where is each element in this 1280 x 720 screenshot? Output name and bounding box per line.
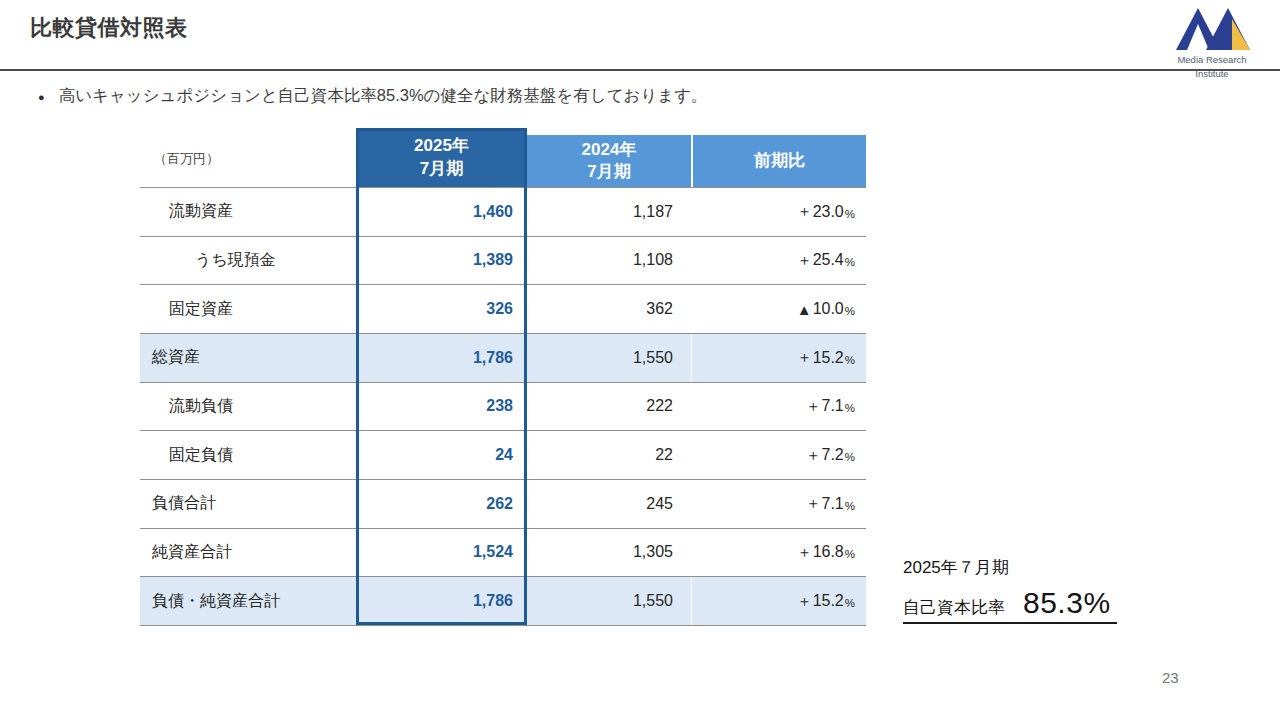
equity-ratio-annotation: 2025年７月期 自己資本比率 85.3% [903, 556, 1117, 624]
yoy-number: 15.2 [813, 349, 844, 367]
value-fy2025: 24 [356, 431, 527, 479]
row-label: 流動資産 [140, 188, 356, 236]
column-header-fy2024-line2: 7月期 [587, 161, 630, 183]
percent-suffix: % [845, 548, 855, 560]
table-row-cash-deposits: うち現預金 1,389 1,108 ＋25.4% [140, 237, 866, 286]
percent-suffix: % [845, 597, 855, 609]
value-fy2024: 1,550 [527, 334, 691, 382]
value-fy2024: 1,108 [527, 237, 691, 285]
value-fy2025: 1,460 [356, 188, 527, 236]
table-row-total-liabilities: 負債合計 262 245 ＋7.1% [140, 480, 866, 529]
yoy-sign: ＋ [806, 446, 821, 465]
yoy-number: 7.1 [822, 397, 844, 415]
percent-suffix: % [845, 402, 855, 414]
value-fy2025: 1,389 [356, 237, 527, 285]
table-row-total-liabilities-net-assets: 負債・純資産合計 1,786 1,550 ＋15.2% [140, 577, 866, 626]
row-label: 負債・純資産合計 [140, 577, 356, 625]
value-fy2025: 238 [356, 383, 527, 431]
percent-suffix: % [845, 451, 855, 463]
row-label: 総資産 [140, 334, 356, 382]
column-header-yoy: 前期比 [691, 135, 866, 187]
table-row-fixed-liabilities: 固定負債 24 22 ＋7.2% [140, 431, 866, 480]
value-fy2025: 326 [356, 285, 527, 333]
value-yoy: ＋25.4% [691, 237, 866, 285]
table-row-current-liabilities: 流動負債 238 222 ＋7.1% [140, 383, 866, 432]
balance-sheet-table: （百万円） 2025年 7月期 2024年 7月期 前期比 流動資産 1,460… [140, 128, 866, 625]
yoy-number: 25.4 [813, 251, 844, 269]
column-header-fy2025-line1: 2025年 [414, 135, 469, 157]
percent-suffix: % [845, 500, 855, 512]
table-body: 流動資産 1,460 1,187 ＋23.0% うち現預金 1,389 1,10… [140, 187, 866, 626]
yoy-sign: ＋ [797, 592, 812, 611]
company-logo: Media Research Institute [1156, 6, 1268, 80]
value-fy2024: 362 [527, 285, 691, 333]
title-divider [0, 69, 1280, 71]
column-header-fy2025: 2025年 7月期 [356, 128, 527, 187]
yoy-number: 7.2 [822, 446, 844, 464]
yoy-sign: ＋ [797, 251, 812, 270]
summary-text: 高いキャッシュポジションと自己資本比率85.3%の健全な財務基盤を有しております… [59, 85, 708, 107]
yoy-sign: ＋ [806, 494, 821, 513]
page-title: 比較貸借対照表 [30, 13, 188, 43]
value-fy2025: 1,786 [356, 577, 527, 625]
row-label: 負債合計 [140, 480, 356, 528]
row-label: うち現預金 [140, 237, 356, 285]
column-header-yoy-label: 前期比 [754, 150, 805, 172]
yoy-number: 23.0 [813, 203, 844, 221]
value-yoy: ▲10.0% [691, 285, 866, 333]
column-header-fy2024-line1: 2024年 [582, 139, 637, 161]
row-label: 純資産合計 [140, 529, 356, 577]
percent-suffix: % [845, 208, 855, 220]
table-header-row: （百万円） 2025年 7月期 2024年 7月期 前期比 [140, 128, 866, 187]
row-label: 固定資産 [140, 285, 356, 333]
value-fy2024: 1,187 [527, 188, 691, 236]
yoy-number: 16.8 [813, 543, 844, 561]
equity-ratio-line: 自己資本比率 85.3% [903, 586, 1117, 624]
yoy-sign: ▲ [797, 301, 812, 318]
equity-ratio-period: 2025年７月期 [903, 556, 1117, 579]
value-fy2024: 1,305 [527, 529, 691, 577]
row-label: 流動負債 [140, 383, 356, 431]
table-row-current-assets: 流動資産 1,460 1,187 ＋23.0% [140, 188, 866, 237]
yoy-number: 15.2 [813, 592, 844, 610]
value-yoy: ＋23.0% [691, 188, 866, 236]
table-row-fixed-assets: 固定資産 326 362 ▲10.0% [140, 285, 866, 334]
value-fy2025: 1,786 [356, 334, 527, 382]
percent-suffix: % [845, 256, 855, 268]
value-fy2024: 245 [527, 480, 691, 528]
percent-suffix: % [845, 354, 855, 366]
value-yoy: ＋15.2% [691, 334, 866, 382]
value-yoy: ＋15.2% [691, 577, 866, 625]
bullet-icon: ● [38, 92, 45, 103]
yoy-sign: ＋ [797, 543, 812, 562]
page-number: 23 [1162, 669, 1179, 686]
value-yoy: ＋7.1% [691, 480, 866, 528]
summary-bullet: ● 高いキャッシュポジションと自己資本比率85.3%の健全な財務基盤を有しており… [38, 85, 708, 107]
value-yoy: ＋7.1% [691, 383, 866, 431]
row-label: 固定負債 [140, 431, 356, 479]
table-row-total-net-assets: 純資産合計 1,524 1,305 ＋16.8% [140, 529, 866, 578]
value-yoy: ＋16.8% [691, 529, 866, 577]
value-fy2025: 262 [356, 480, 527, 528]
value-fy2024: 22 [527, 431, 691, 479]
value-yoy: ＋7.2% [691, 431, 866, 479]
yoy-sign: ＋ [806, 397, 821, 416]
unit-label: （百万円） [154, 150, 219, 168]
equity-ratio-value: 85.3% [1023, 586, 1111, 619]
logo-text-line2: Institute [1156, 68, 1268, 80]
percent-suffix: % [845, 305, 855, 317]
value-fy2024: 222 [527, 383, 691, 431]
yoy-sign: ＋ [797, 348, 812, 367]
value-fy2024: 1,550 [527, 577, 691, 625]
yoy-number: 7.1 [822, 495, 844, 513]
column-header-fy2025-line2: 7月期 [420, 158, 463, 180]
value-fy2025: 1,524 [356, 529, 527, 577]
mountain-m-logo-icon [1174, 6, 1250, 52]
yoy-number: 10.0 [813, 300, 844, 318]
yoy-sign: ＋ [797, 202, 812, 221]
column-header-fy2024: 2024年 7月期 [527, 135, 691, 187]
equity-ratio-label: 自己資本比率 [903, 598, 1005, 617]
table-row-total-assets: 総資産 1,786 1,550 ＋15.2% [140, 334, 866, 383]
logo-text-line1: Media Research [1156, 54, 1268, 66]
